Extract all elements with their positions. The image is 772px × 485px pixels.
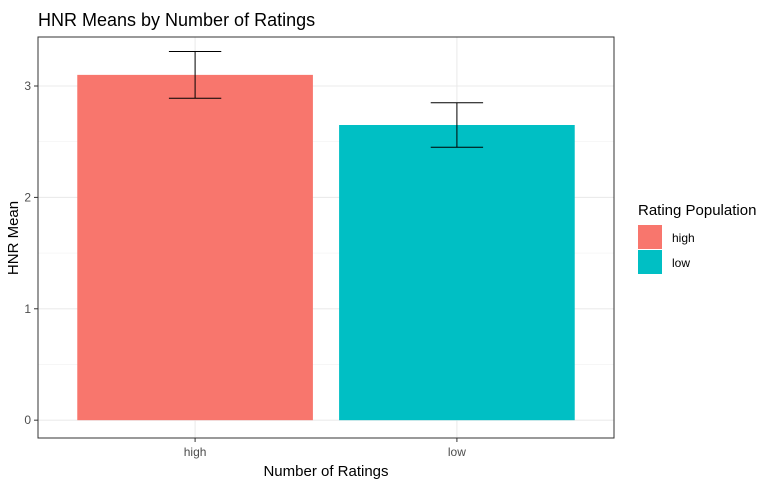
y-axis-title: HNR Mean: [5, 201, 22, 275]
error-bar-low: [430, 102, 484, 148]
y-tick-label: 1: [24, 302, 31, 316]
x-axis-title: Number of Ratings: [263, 463, 388, 480]
y-tick-label: 0: [24, 413, 31, 427]
error-bars: [168, 50, 484, 148]
bar-high: [77, 74, 313, 421]
y-tick-label: 2: [24, 190, 31, 204]
legend-label-low: low: [672, 256, 690, 270]
chart-title: HNR Means by Number of Ratings: [38, 10, 315, 30]
x-axis: high low: [184, 438, 466, 459]
legend-title: Rating Population: [638, 202, 756, 219]
x-tick-label: low: [448, 445, 466, 459]
legend-label-high: high: [672, 231, 695, 245]
legend: Rating Population high low: [638, 202, 756, 274]
plot-border: [37, 36, 615, 439]
legend-key-low: [638, 250, 662, 274]
legend-key-high: [638, 225, 662, 249]
error-bar-high: [168, 50, 222, 99]
x-tick-label: high: [184, 445, 207, 459]
bars: [77, 74, 575, 421]
y-axis: 0 1 2 3: [24, 79, 38, 427]
y-tick-label: 3: [24, 79, 31, 93]
bar-low: [339, 124, 575, 421]
